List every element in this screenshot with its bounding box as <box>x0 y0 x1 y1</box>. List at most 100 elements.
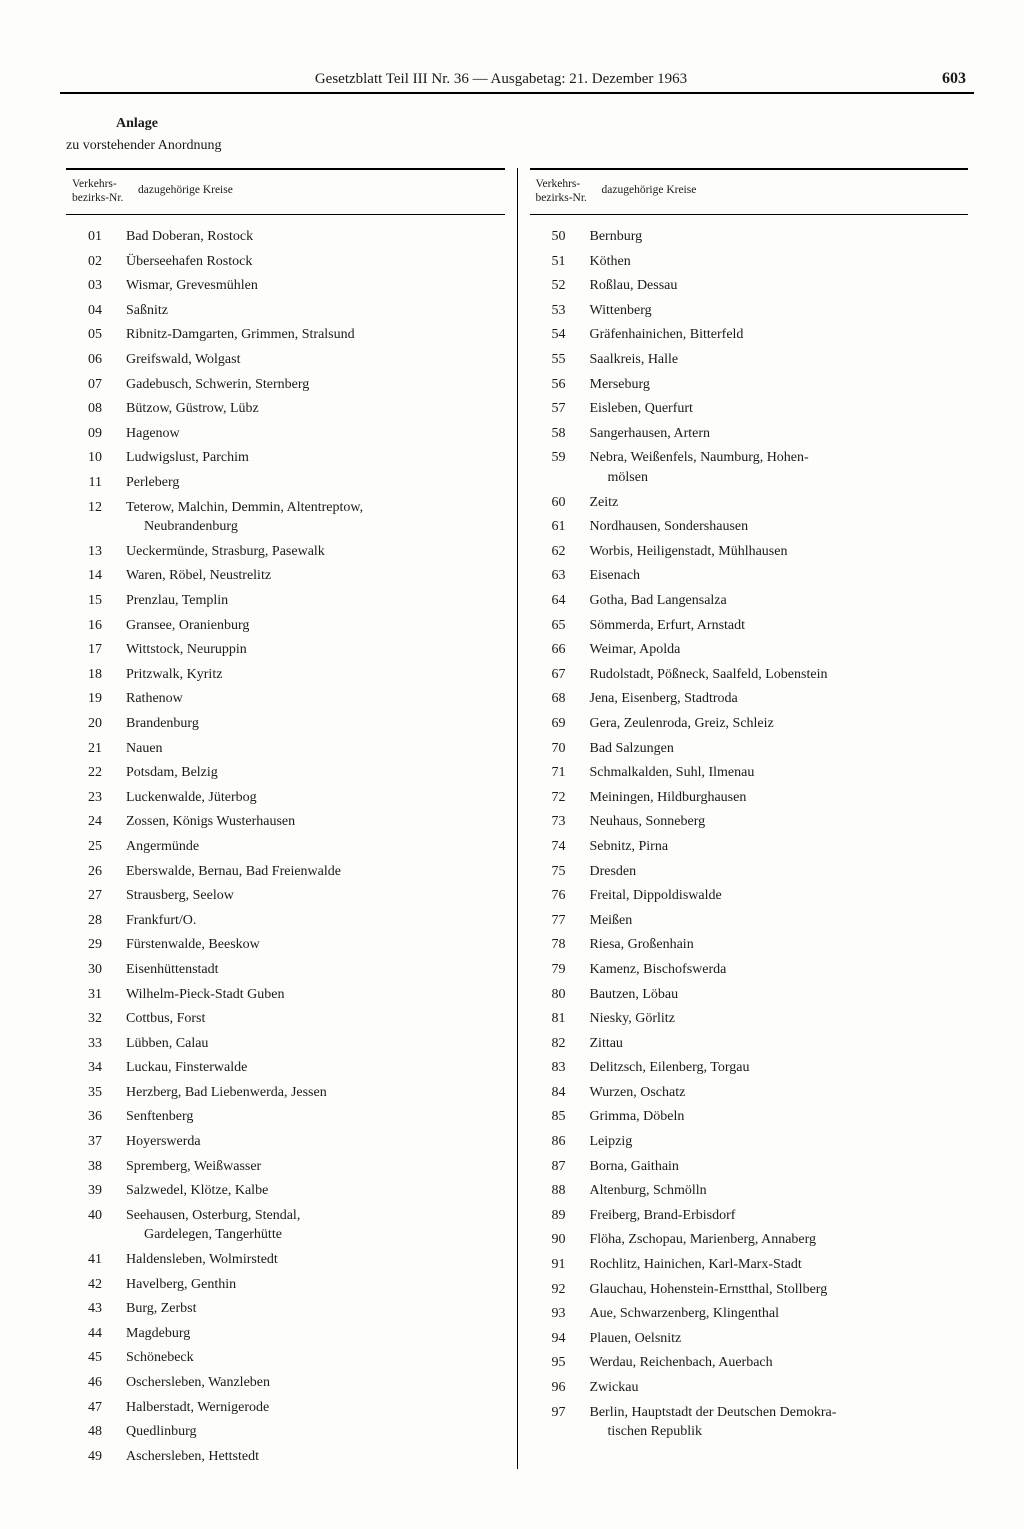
row-kr: Zwickau <box>590 1378 969 1398</box>
column-header: Verkehrs- bezirks-Nr. dazugehörige Kreis… <box>530 168 969 215</box>
table-row: 04Saßnitz <box>66 298 505 323</box>
row-nr: 09 <box>66 424 126 444</box>
row-kr: Altenburg, Schmölln <box>590 1181 969 1201</box>
table-row: 82Zittau <box>530 1031 969 1056</box>
table-row: 18Pritzwalk, Kyritz <box>66 662 505 687</box>
row-nr: 41 <box>66 1250 126 1270</box>
row-nr: 34 <box>66 1058 126 1078</box>
row-nr: 02 <box>66 252 126 272</box>
row-nr: 15 <box>66 591 126 611</box>
row-kr: Sebnitz, Pirna <box>590 837 969 857</box>
row-kr: Saßnitz <box>126 301 505 321</box>
row-nr: 40 <box>66 1206 126 1226</box>
table-row: 05Ribnitz-Damgarten, Grimmen, Stralsund <box>66 323 505 348</box>
table-row: 15Prenzlau, Templin <box>66 589 505 614</box>
row-kr: Wittenberg <box>590 301 969 321</box>
row-nr: 53 <box>530 301 590 321</box>
row-nr: 46 <box>66 1373 126 1393</box>
table-row: 78Riesa, Großenhain <box>530 933 969 958</box>
table-row: 79Kamenz, Bischofswerda <box>530 957 969 982</box>
row-kr: Burg, Zerbst <box>126 1299 505 1319</box>
row-nr: 49 <box>66 1447 126 1467</box>
table-row: 47Halberstadt, Wernigerode <box>66 1395 505 1420</box>
row-kr: Cottbus, Forst <box>126 1009 505 1029</box>
table-row: 62Worbis, Heiligenstadt, Mühlhausen <box>530 539 969 564</box>
row-kr: Niesky, Görlitz <box>590 1009 969 1029</box>
row-kr: Plauen, Oelsnitz <box>590 1329 969 1349</box>
table-row: 36Senftenberg <box>66 1105 505 1130</box>
row-nr: 66 <box>530 640 590 660</box>
col-header-kr: dazugehörige Kreise <box>138 178 505 206</box>
table-row: 03Wismar, Grevesmühlen <box>66 274 505 299</box>
table-row: 56Merseburg <box>530 372 969 397</box>
table-row: 48Quedlinburg <box>66 1420 505 1445</box>
table-row: 41Haldensleben, Wolmirstedt <box>66 1248 505 1273</box>
row-kr: Gotha, Bad Langensalza <box>590 591 969 611</box>
row-nr: 69 <box>530 714 590 734</box>
row-kr: Wismar, Grevesmühlen <box>126 276 505 296</box>
row-kr: Wurzen, Oschatz <box>590 1083 969 1103</box>
row-kr: Perleberg <box>126 473 505 493</box>
row-nr: 24 <box>66 812 126 832</box>
row-kr: Strausberg, Seelow <box>126 886 505 906</box>
row-kr: Potsdam, Belzig <box>126 763 505 783</box>
row-kr: Kamenz, Bischofswerda <box>590 960 969 980</box>
col-header-kr: dazugehörige Kreise <box>602 178 969 206</box>
row-nr: 58 <box>530 424 590 444</box>
row-kr: Ludwigslust, Parchim <box>126 448 505 468</box>
table-row: 55Saalkreis, Halle <box>530 348 969 373</box>
row-kr: Ueckermünde, Strasburg, Pasewalk <box>126 542 505 562</box>
table-row: 08Bützow, Güstrow, Lübz <box>66 397 505 422</box>
table-row: 83Delitzsch, Eilenberg, Torgau <box>530 1056 969 1081</box>
table-row: 65Sömmerda, Erfurt, Arnstadt <box>530 613 969 638</box>
col-header-nr: Verkehrs- bezirks-Nr. <box>66 178 138 206</box>
row-nr: 35 <box>66 1083 126 1103</box>
table-row: 17Wittstock, Neuruppin <box>66 638 505 663</box>
row-kr: Freital, Dippoldiswalde <box>590 886 969 906</box>
table-row: 61Nordhausen, Sondershausen <box>530 515 969 540</box>
table-row: 23Luckenwalde, Jüterbog <box>66 785 505 810</box>
row-kr: Hagenow <box>126 424 505 444</box>
row-nr: 20 <box>66 714 126 734</box>
table-row: 66Weimar, Apolda <box>530 638 969 663</box>
row-kr: Merseburg <box>590 375 969 395</box>
row-kr: Glauchau, Hohenstein-Ernstthal, Stollber… <box>590 1280 969 1300</box>
table-row: 85Grimma, Döbeln <box>530 1105 969 1130</box>
table-row: 63Eisenach <box>530 564 969 589</box>
row-nr: 26 <box>66 862 126 882</box>
table-row: 84Wurzen, Oschatz <box>530 1080 969 1105</box>
table-row: 73Neuhaus, Sonneberg <box>530 810 969 835</box>
table-row: 25Angermünde <box>66 834 505 859</box>
table-row: 27Strausberg, Seelow <box>66 884 505 909</box>
row-kr: Seehausen, Osterburg, Stendal,Gardelegen… <box>126 1206 505 1245</box>
row-nr: 44 <box>66 1324 126 1344</box>
row-kr: Nebra, Weißenfels, Naumburg, Hohen-mölse… <box>590 448 969 487</box>
table-row: 29Fürstenwalde, Beeskow <box>66 933 505 958</box>
table-row: 40Seehausen, Osterburg, Stendal,Gardeleg… <box>66 1203 505 1247</box>
row-nr: 80 <box>530 985 590 1005</box>
row-nr: 75 <box>530 862 590 882</box>
table-row: 07Gadebusch, Schwerin, Sternberg <box>66 372 505 397</box>
row-kr: Halberstadt, Wernigerode <box>126 1398 505 1418</box>
table-row: 33Lübben, Calau <box>66 1031 505 1056</box>
anlage-title: Anlage <box>116 116 974 132</box>
row-kr: Meißen <box>590 911 969 931</box>
row-nr: 05 <box>66 325 126 345</box>
table-row: 35Herzberg, Bad Liebenwerda, Jessen <box>66 1080 505 1105</box>
row-nr: 08 <box>66 399 126 419</box>
row-kr: Eisleben, Querfurt <box>590 399 969 419</box>
row-nr: 54 <box>530 325 590 345</box>
row-kr: Zittau <box>590 1034 969 1054</box>
table-row: 69Gera, Zeulenroda, Greiz, Schleiz <box>530 711 969 736</box>
page-number: 603 <box>942 70 974 88</box>
row-kr: Eisenhüttenstadt <box>126 960 505 980</box>
row-kr: Lübben, Calau <box>126 1034 505 1054</box>
row-nr: 19 <box>66 689 126 709</box>
table-row: 26Eberswalde, Bernau, Bad Freienwalde <box>66 859 505 884</box>
row-nr: 73 <box>530 812 590 832</box>
column-header: Verkehrs- bezirks-Nr. dazugehörige Kreis… <box>66 168 505 215</box>
row-nr: 86 <box>530 1132 590 1152</box>
row-kr: Rochlitz, Hainichen, Karl-Marx-Stadt <box>590 1255 969 1275</box>
table-row: 38Spremberg, Weißwasser <box>66 1154 505 1179</box>
table-row: 34Luckau, Finsterwalde <box>66 1056 505 1081</box>
